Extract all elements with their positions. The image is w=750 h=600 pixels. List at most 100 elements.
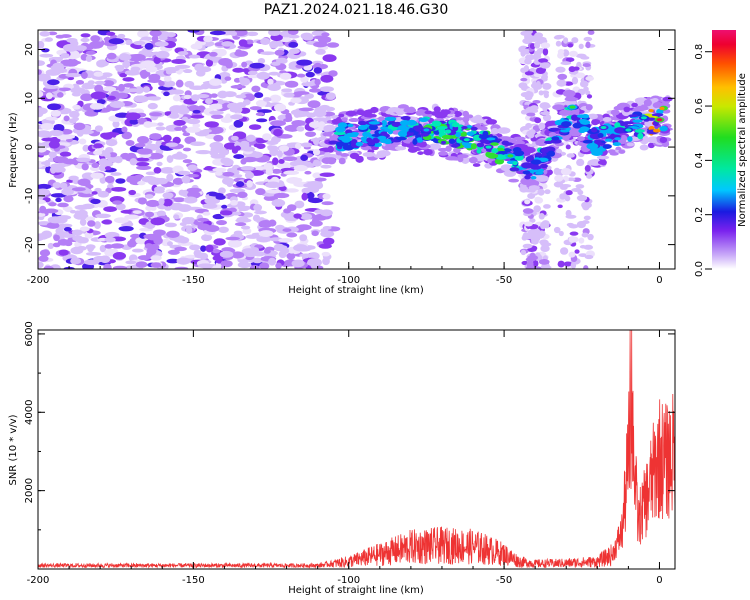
- heatmap-cell: [437, 147, 449, 152]
- heatmap-cell: [319, 86, 334, 92]
- heatmap-cell: [78, 138, 87, 145]
- heatmap-cell: [187, 164, 198, 171]
- heatmap-cell: [112, 120, 120, 128]
- heatmap-cell: [136, 157, 150, 162]
- heatmap-cell: [73, 122, 86, 131]
- heatmap-cell: [189, 85, 206, 91]
- heatmap-cell: [308, 121, 321, 128]
- heatmap-cell: [115, 203, 126, 211]
- heatmap-cell: [596, 142, 606, 146]
- heatmap-cell: [587, 233, 594, 241]
- heatmap-cell: [157, 122, 164, 127]
- heatmap-cell: [145, 171, 156, 176]
- heatmap-cell: [44, 160, 51, 167]
- heatmap-cell: [423, 148, 433, 156]
- heatmap-cell: [227, 239, 243, 248]
- heatmap-cell: [119, 53, 132, 61]
- heatmap-cell: [166, 230, 180, 238]
- heatmap-cell: [141, 175, 158, 183]
- heatmap-cell: [131, 248, 144, 253]
- heatmap-cell: [326, 157, 337, 165]
- heatmap-cell: [112, 265, 128, 269]
- heatmap-cell: [268, 30, 281, 37]
- heatmap-cell: [571, 76, 579, 85]
- heatmap-cell: [48, 151, 57, 159]
- heatmap-cell: [610, 109, 620, 116]
- heatmap-cell: [662, 96, 673, 102]
- heatmap-cell: [627, 136, 633, 142]
- snr-ytick-label-2: 6000: [24, 321, 35, 346]
- heatmap-cell: [278, 238, 293, 243]
- heatmap-cell: [204, 121, 219, 128]
- heatmap-cell: [72, 235, 83, 242]
- heatmap-cell: [308, 88, 321, 93]
- heatmap-cell: [341, 136, 351, 143]
- heatmap-cell: [173, 214, 180, 220]
- heatmap-cell: [106, 52, 117, 60]
- heatmap-frame: [37, 29, 676, 270]
- heatmap-cell: [540, 42, 551, 49]
- heatmap-cell: [200, 245, 207, 252]
- heatmap-cell: [312, 172, 322, 179]
- colorbar-tick-label-3: 0.6: [694, 98, 705, 114]
- heatmap-cell: [38, 69, 42, 75]
- heatmap-cell: [208, 126, 224, 134]
- heatmap-cell: [557, 260, 565, 268]
- heatmap-cell: [286, 176, 302, 184]
- heatmap-cell: [273, 192, 290, 199]
- heatmap-cell: [540, 265, 552, 269]
- heatmap-cell: [282, 156, 298, 162]
- heatmap-cell: [288, 34, 300, 39]
- heatmap-cell: [440, 140, 447, 145]
- heatmap-cell: [85, 244, 96, 250]
- heatmap-cell: [64, 240, 73, 247]
- heatmap-cell: [59, 151, 72, 157]
- heatmap-cell: [501, 140, 510, 146]
- heatmap-cell: [255, 137, 264, 143]
- heatmap-cell: [275, 262, 282, 269]
- heatmap-cell: [602, 144, 612, 149]
- heatmap-cell: [222, 177, 234, 186]
- heatmap-cell: [345, 129, 353, 134]
- heatmap-cell: [74, 45, 87, 51]
- heatmap-cell: [225, 236, 240, 241]
- heatmap-cell: [532, 99, 541, 104]
- heatmap-cell: [242, 156, 258, 163]
- heatmap-cell: [69, 209, 77, 214]
- heatmap-cell: [509, 167, 519, 172]
- heatmap-cell: [135, 261, 148, 268]
- heatmap-cell: [38, 40, 45, 49]
- heatmap-cell: [122, 77, 135, 82]
- heatmap-cell: [122, 60, 131, 69]
- heatmap-cell: [659, 106, 665, 111]
- heatmap-cell: [85, 216, 96, 222]
- heatmap-cell: [213, 134, 224, 142]
- heatmap-cell: [266, 140, 279, 145]
- heatmap-cell: [38, 199, 46, 204]
- heatmap-cell: [183, 94, 192, 100]
- heatmap-cell: [53, 234, 60, 242]
- heatmap-cell: [158, 80, 165, 87]
- heatmap-cell: [538, 259, 550, 265]
- heatmap-cell: [408, 127, 415, 133]
- heatmap-cell: [472, 119, 486, 124]
- heatmap-cell: [566, 177, 576, 182]
- heatmap-cell: [560, 61, 572, 66]
- heatmap-cell: [91, 191, 98, 195]
- heatmap-cell: [214, 171, 223, 176]
- heatmap-cell: [130, 66, 141, 72]
- heatmap-cell: [323, 124, 337, 132]
- heatmap-cell: [133, 95, 149, 103]
- heatmap-cell: [121, 131, 133, 140]
- heatmap-cell: [38, 188, 51, 196]
- heatmap-cell: [407, 147, 418, 153]
- heatmap-cell: [293, 110, 301, 118]
- heatmap-cell: [323, 152, 332, 158]
- heatmap-cell: [192, 123, 201, 128]
- heatmap-cell: [45, 92, 53, 100]
- heatmap-cell: [325, 92, 336, 100]
- heatmap-cell: [136, 165, 152, 171]
- heatmap-cell: [299, 253, 313, 258]
